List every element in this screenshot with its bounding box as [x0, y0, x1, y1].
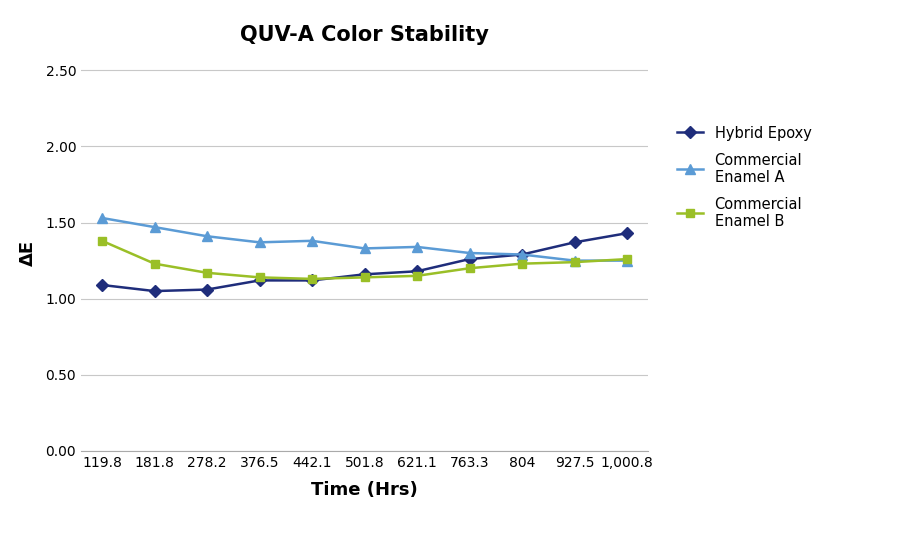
- Commercial
Enamel B: [307, 276, 318, 282]
- Legend: Hybrid Epoxy, Commercial
Enamel A, Commercial
Enamel B: Hybrid Epoxy, Commercial Enamel A, Comme…: [672, 122, 815, 234]
- Hybrid Epoxy: [411, 268, 422, 274]
- Commercial
Enamel A: [254, 239, 265, 246]
- Hybrid Epoxy: [149, 288, 160, 294]
- Commercial
Enamel B: [149, 260, 160, 267]
- Line: Commercial
Enamel A: Commercial Enamel A: [97, 213, 632, 266]
- Commercial
Enamel A: [359, 245, 370, 252]
- Hybrid Epoxy: [569, 239, 580, 246]
- Hybrid Epoxy: [517, 251, 527, 258]
- Commercial
Enamel A: [569, 257, 580, 264]
- Hybrid Epoxy: [254, 277, 265, 284]
- Hybrid Epoxy: [307, 277, 318, 284]
- Commercial
Enamel B: [569, 259, 580, 266]
- Commercial
Enamel B: [464, 265, 475, 272]
- Title: QUV-A Color Stability: QUV-A Color Stability: [240, 25, 489, 45]
- Y-axis label: ΔE: ΔE: [19, 240, 37, 266]
- Commercial
Enamel B: [202, 270, 212, 276]
- Commercial
Enamel B: [411, 273, 422, 279]
- Commercial
Enamel B: [517, 260, 527, 267]
- Commercial
Enamel A: [517, 251, 527, 258]
- Commercial
Enamel B: [622, 256, 633, 262]
- Hybrid Epoxy: [359, 271, 370, 278]
- Commercial
Enamel B: [96, 238, 107, 244]
- Commercial
Enamel A: [411, 244, 422, 250]
- Commercial
Enamel A: [307, 238, 318, 244]
- Commercial
Enamel A: [622, 257, 633, 264]
- Hybrid Epoxy: [202, 286, 212, 293]
- Hybrid Epoxy: [464, 256, 475, 262]
- Line: Hybrid Epoxy: Hybrid Epoxy: [98, 229, 631, 295]
- Commercial
Enamel B: [359, 274, 370, 280]
- Commercial
Enamel B: [254, 274, 265, 280]
- Commercial
Enamel A: [96, 214, 107, 221]
- Hybrid Epoxy: [96, 282, 107, 288]
- Line: Commercial
Enamel B: Commercial Enamel B: [98, 236, 631, 283]
- X-axis label: Time (Hrs): Time (Hrs): [311, 481, 418, 499]
- Commercial
Enamel A: [202, 233, 212, 240]
- Hybrid Epoxy: [622, 230, 633, 236]
- Commercial
Enamel A: [464, 250, 475, 256]
- Commercial
Enamel A: [149, 224, 160, 230]
